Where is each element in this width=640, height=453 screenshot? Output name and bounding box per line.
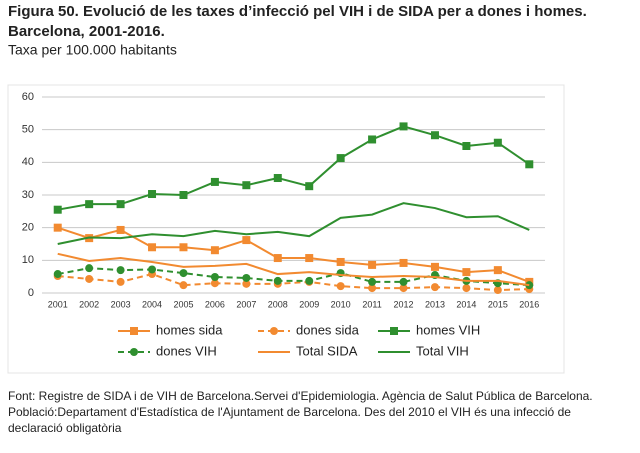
point: [116, 225, 125, 234]
point: [242, 236, 251, 245]
x-tick-label: 2015: [488, 299, 508, 309]
point: [116, 266, 125, 275]
legend-marker: [390, 327, 398, 335]
y-tick-label: 30: [22, 189, 34, 201]
point: [368, 135, 377, 144]
x-tick-label: 2010: [331, 299, 351, 309]
legend-label: homes sida: [156, 322, 223, 337]
point: [210, 246, 219, 255]
point: [368, 284, 377, 293]
point: [148, 265, 157, 274]
legend-label: dones VIH: [156, 343, 217, 358]
point: [305, 182, 314, 191]
point: [210, 272, 219, 281]
legend-marker: [270, 327, 278, 335]
chart-title: Barcelona, 2001-2016.: [8, 23, 165, 40]
point: [53, 205, 62, 214]
point: [399, 277, 408, 286]
point: [53, 223, 62, 232]
x-tick-label: 2016: [519, 299, 539, 309]
legend-label: Total VIH: [416, 343, 469, 358]
point: [462, 268, 471, 277]
point: [273, 254, 282, 263]
point: [305, 276, 314, 285]
chart-title: Figura 50. Evolució de les taxes d’infec…: [8, 3, 587, 20]
point: [430, 262, 439, 271]
legend-label: homes VIH: [416, 322, 480, 337]
x-tick-label: 2005: [173, 299, 193, 309]
point: [336, 282, 345, 291]
point: [85, 200, 94, 209]
point: [148, 243, 157, 252]
point: [462, 284, 471, 293]
series-line: [57, 252, 530, 287]
point: [430, 131, 439, 140]
point: [210, 177, 219, 186]
point: [368, 260, 377, 269]
x-tick-label: 2012: [394, 299, 414, 309]
point: [85, 264, 94, 273]
legend-marker: [130, 348, 138, 356]
point: [53, 270, 62, 279]
y-tick-label: 20: [22, 222, 34, 234]
point: [179, 191, 188, 199]
note: Població:Departament d'Estadística de l'…: [8, 405, 571, 435]
series-line: [57, 226, 530, 283]
point: [179, 243, 188, 252]
point: [85, 274, 94, 283]
x-tick-label: 2001: [48, 299, 68, 309]
x-tick-label: 2003: [111, 299, 131, 309]
point: [242, 279, 251, 288]
note: Font: Registre de SIDA i de VIH de Barce…: [8, 389, 593, 403]
x-tick-label: 2002: [79, 299, 99, 309]
point: [116, 277, 125, 286]
point: [368, 277, 377, 286]
point: [273, 276, 282, 285]
y-tick-label: 0: [28, 287, 34, 299]
point: [210, 279, 219, 288]
x-tick-label: 2011: [362, 299, 381, 309]
point: [399, 284, 408, 293]
point: [525, 160, 534, 169]
point: [179, 281, 188, 290]
x-tick-label: 2007: [236, 299, 256, 309]
notes: Font: Registre de SIDA i de VIH de Barce…: [8, 388, 626, 436]
x-tick-label: 2013: [425, 299, 445, 309]
x-tick-label: 2004: [142, 299, 162, 309]
y-tick-label: 40: [22, 156, 34, 168]
point: [430, 283, 439, 292]
x-tick-label: 2008: [268, 299, 288, 309]
point: [179, 269, 188, 278]
legend-label: dones sida: [296, 322, 360, 337]
point: [305, 254, 314, 263]
series-line: [57, 273, 530, 292]
point: [493, 138, 502, 147]
point: [242, 273, 251, 282]
frame: [7, 84, 565, 374]
x-tick-label: 2009: [299, 299, 319, 309]
y-tick-label: 50: [22, 124, 34, 136]
chart-subtitle: Taxa per 100.000 habitants: [8, 42, 177, 58]
point: [493, 266, 502, 275]
legend-marker: [130, 327, 138, 335]
y-tick-label: 10: [22, 254, 34, 266]
point: [242, 181, 251, 190]
point: [462, 142, 471, 150]
y-tick-label: 60: [22, 91, 34, 103]
x-tick-label: 2006: [205, 299, 225, 309]
point: [273, 174, 282, 183]
point: [336, 257, 345, 266]
point: [399, 258, 408, 267]
point: [148, 190, 157, 199]
x-tick-label: 2014: [456, 299, 476, 309]
series-line: [57, 125, 530, 211]
point: [493, 286, 502, 295]
series-line: [57, 202, 530, 245]
point: [399, 122, 408, 131]
point: [336, 154, 345, 163]
legend-label: Total SIDA: [296, 343, 358, 358]
point: [116, 200, 125, 209]
